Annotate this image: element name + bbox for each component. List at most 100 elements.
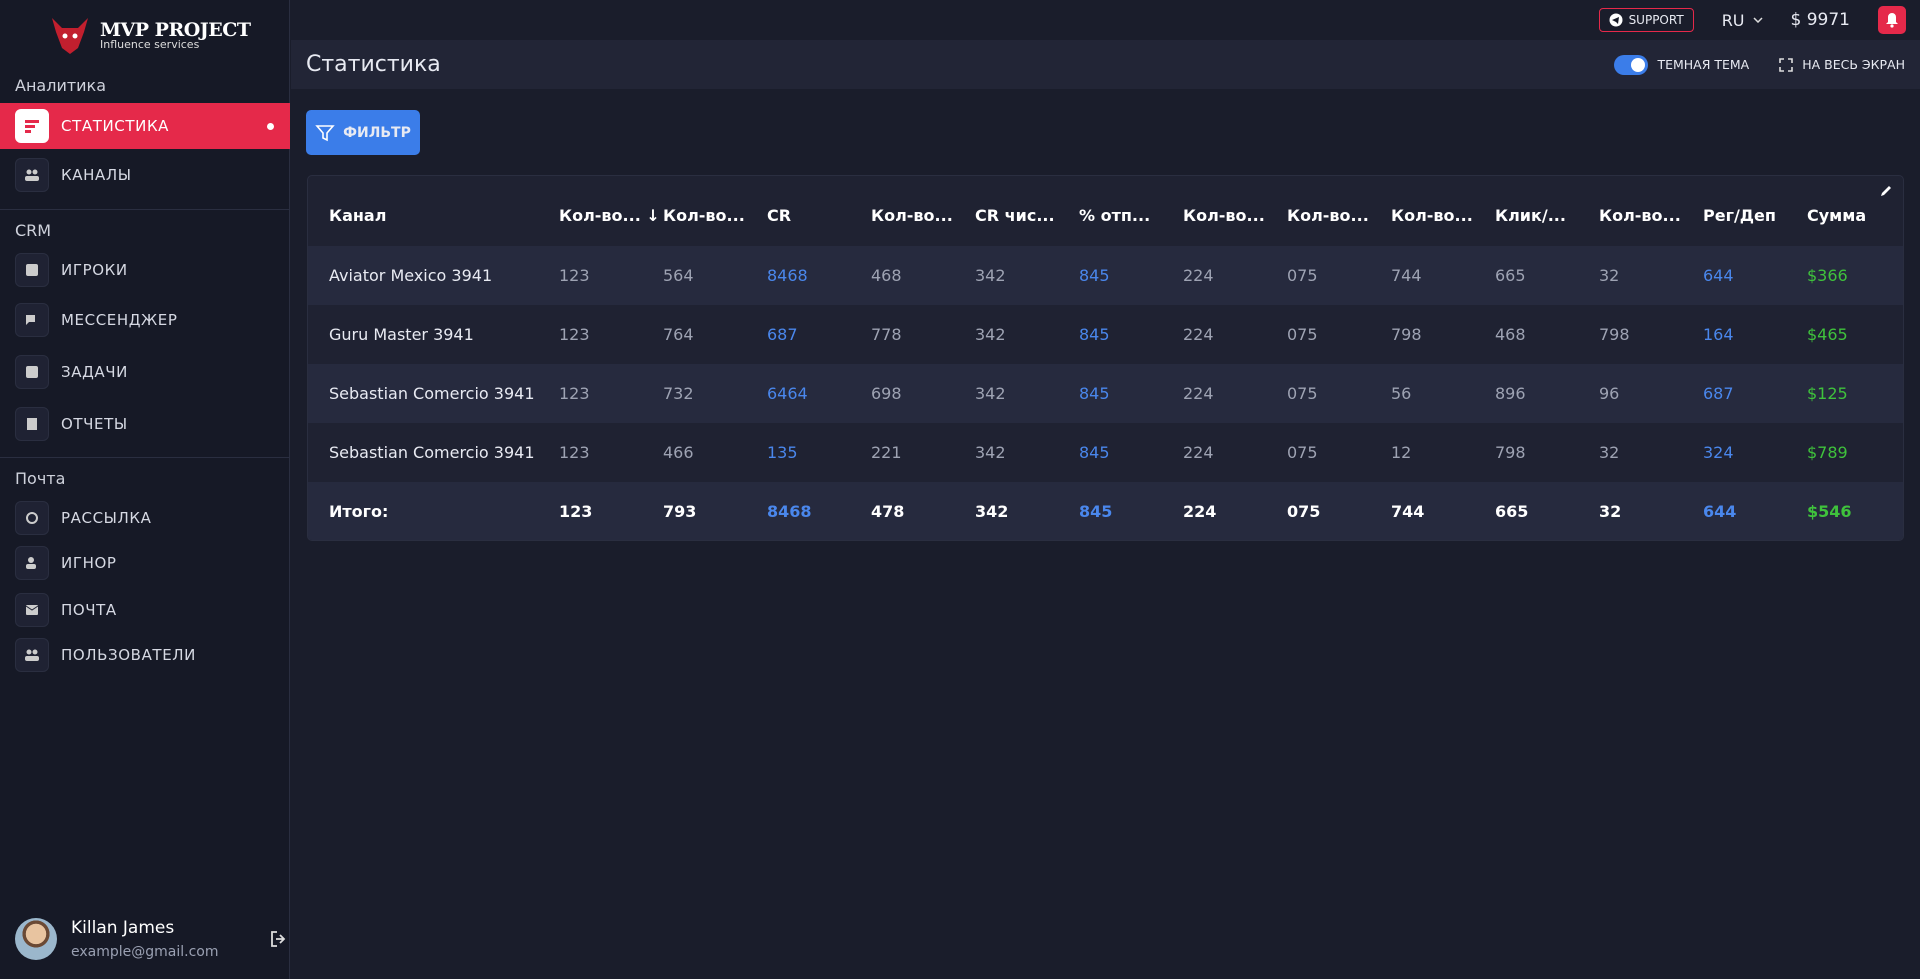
column-title: Кол-во... — [1287, 205, 1369, 225]
table-cell: 342 — [975, 246, 1079, 305]
nav-label: ПОЛЬЗОВАТЕЛИ — [61, 646, 196, 664]
total-cell: 665 — [1495, 482, 1599, 540]
language-select[interactable]: RU — [1722, 11, 1763, 30]
column-title: Кол-во... — [1599, 205, 1681, 225]
fullscreen-label: НА ВЕСЬ ЭКРАН — [1802, 57, 1905, 72]
column-title: CR — [767, 205, 792, 225]
nav-label: МЕССЕНДЖЕР — [61, 311, 178, 329]
table-cell: 468 — [871, 246, 975, 305]
nav-label: ЗАДАЧИ — [61, 363, 128, 381]
table-cell: 744 — [1391, 246, 1495, 305]
table-cell: 075 — [1287, 443, 1318, 462]
total-cell: 478 — [871, 482, 975, 540]
nav-item[interactable]: ПОЧТА — [0, 587, 290, 633]
logo-title: MVP PROJECT — [100, 19, 251, 41]
column-title: Клик/... — [1495, 205, 1566, 225]
table-cell: 135 — [767, 443, 798, 462]
total-cell: 075 — [1287, 482, 1391, 540]
user-email: example@gmail.com — [71, 944, 219, 960]
theme-toggle[interactable]: ТЕМНАЯ ТЕМА — [1614, 54, 1749, 75]
total-cell: 644 — [1703, 482, 1807, 540]
nav-item[interactable]: МЕССЕНДЖЕР — [0, 297, 290, 343]
column-header[interactable]: CR — [767, 176, 871, 246]
filter-button[interactable]: ФИЛЬТР — [306, 110, 420, 155]
table-cell: 466 — [663, 443, 694, 462]
column-header[interactable]: % отп... — [1079, 176, 1183, 246]
column-title: CR чис... — [975, 205, 1055, 225]
table-cell: $366 — [1807, 246, 1903, 305]
column-header[interactable]: Кол-во... — [1599, 176, 1703, 246]
nav-item[interactable]: ОТЧЕТЫ — [0, 401, 290, 447]
balance: $ 9971 — [1790, 10, 1850, 30]
nav-label: СТАТИСТИКА — [61, 117, 170, 135]
table-cell: 224 — [1183, 364, 1287, 423]
table-cell: Sebastian Comercio 3941 — [308, 364, 559, 423]
nav-item[interactable]: ЗАДАЧИ — [0, 349, 290, 395]
column-header[interactable]: Канал — [308, 176, 559, 246]
fullscreen-button[interactable]: НА ВЕСЬ ЭКРАН — [1779, 57, 1905, 72]
total-row: Итого: 123 793 8468 478 342 845 224 075 744 665 32 6… — [308, 482, 1903, 540]
table-cell: 224 — [1183, 443, 1214, 462]
column-header[interactable]: Рег/Деп — [1703, 176, 1807, 246]
table-cell: Sebastian Comercio 3941 — [329, 443, 535, 462]
column-header[interactable]: Кол-во... ↓ — [559, 176, 663, 246]
divider — [0, 209, 290, 210]
column-title: Кол-во... — [663, 205, 745, 225]
table-cell: 468 — [1495, 325, 1526, 344]
stats-table: Канал Кол-во... ↓ Кол-во... CR Кол-во... CR ч… — [307, 175, 1904, 541]
nav-item[interactable]: ПОЛЬЗОВАТЕЛИ — [0, 632, 290, 678]
sidebar: MVP PROJECT Influence services Аналитика … — [0, 0, 290, 979]
column-title: Кол-во... — [871, 205, 953, 225]
column-title: Рег/Деп — [1703, 205, 1776, 225]
table: Канал Кол-во... ↓ Кол-во... CR Кол-во... CR ч… — [308, 176, 1903, 540]
total-cell: 845 — [1079, 482, 1183, 540]
column-header[interactable]: Кол-во... — [1183, 176, 1287, 246]
nav-item[interactable]: КАНАЛЫ — [0, 152, 290, 198]
edit-columns-button[interactable] — [1879, 184, 1893, 198]
table-cell: 224 — [1183, 325, 1214, 344]
total-cell: 224 — [1183, 482, 1287, 540]
nav-item[interactable]: ИГНОР — [0, 540, 290, 586]
column-header[interactable]: Кол-во... — [1391, 176, 1495, 246]
table-cell: 6464 — [767, 364, 871, 423]
table-cell: 56 — [1391, 364, 1495, 423]
table-cell: 732 — [663, 364, 767, 423]
user-panel: Killan James example@gmail.com — [15, 918, 288, 960]
total-cell: $546 — [1807, 482, 1903, 540]
total-cell: 123 — [559, 482, 663, 540]
logout-button[interactable] — [270, 930, 288, 948]
table-cell: 224 — [1183, 246, 1287, 305]
column-header[interactable]: Клик/... — [1495, 176, 1599, 246]
table-cell: 221 — [871, 443, 902, 462]
column-title: Канал — [329, 205, 387, 225]
table-cell: 564 — [663, 246, 767, 305]
column-header[interactable]: CR чис... — [975, 176, 1079, 246]
notifications-button[interactable] — [1878, 6, 1906, 34]
nav-label: ПОЧТА — [61, 601, 117, 619]
divider — [0, 457, 290, 458]
table-cell: $465 — [1807, 325, 1848, 344]
nav-item[interactable]: СТАТИСТИКА — [0, 103, 290, 149]
column-title: Кол-во... — [1391, 205, 1473, 225]
table-cell: 778 — [871, 325, 902, 344]
table-cell: 123 — [559, 246, 663, 305]
logo-subtitle: Influence services — [100, 38, 200, 51]
page-header: Статистика ТЕМНАЯ ТЕМА НА ВЕСЬ ЭКРАН — [291, 40, 1920, 89]
table-cell: 798 — [1495, 443, 1526, 462]
table-cell: 896 — [1495, 364, 1599, 423]
column-title: Кол-во... — [1183, 205, 1265, 225]
support-button[interactable]: SUPPORT — [1598, 8, 1694, 32]
table-cell: 12 — [1391, 443, 1412, 462]
column-header[interactable]: Кол-во... — [663, 176, 767, 246]
nav-item[interactable]: РАССЫЛКА — [0, 495, 290, 541]
nav-label: ИГНОР — [61, 554, 117, 572]
column-header[interactable]: Кол-во... — [1287, 176, 1391, 246]
column-header[interactable]: Сумма — [1807, 176, 1903, 246]
nav-section: Почта — [15, 469, 66, 488]
table-row: Guru Master 3941 123 764 687 778 342 845 224 075… — [308, 305, 1903, 364]
table-cell: 075 — [1287, 364, 1391, 423]
nav-item[interactable]: ИГРОКИ — [0, 247, 290, 293]
table-row: Sebastian Comercio 3941 123 466 135 221 342 84… — [308, 423, 1903, 482]
total-cell: 342 — [975, 482, 1079, 540]
column-header[interactable]: Кол-во... — [871, 176, 975, 246]
